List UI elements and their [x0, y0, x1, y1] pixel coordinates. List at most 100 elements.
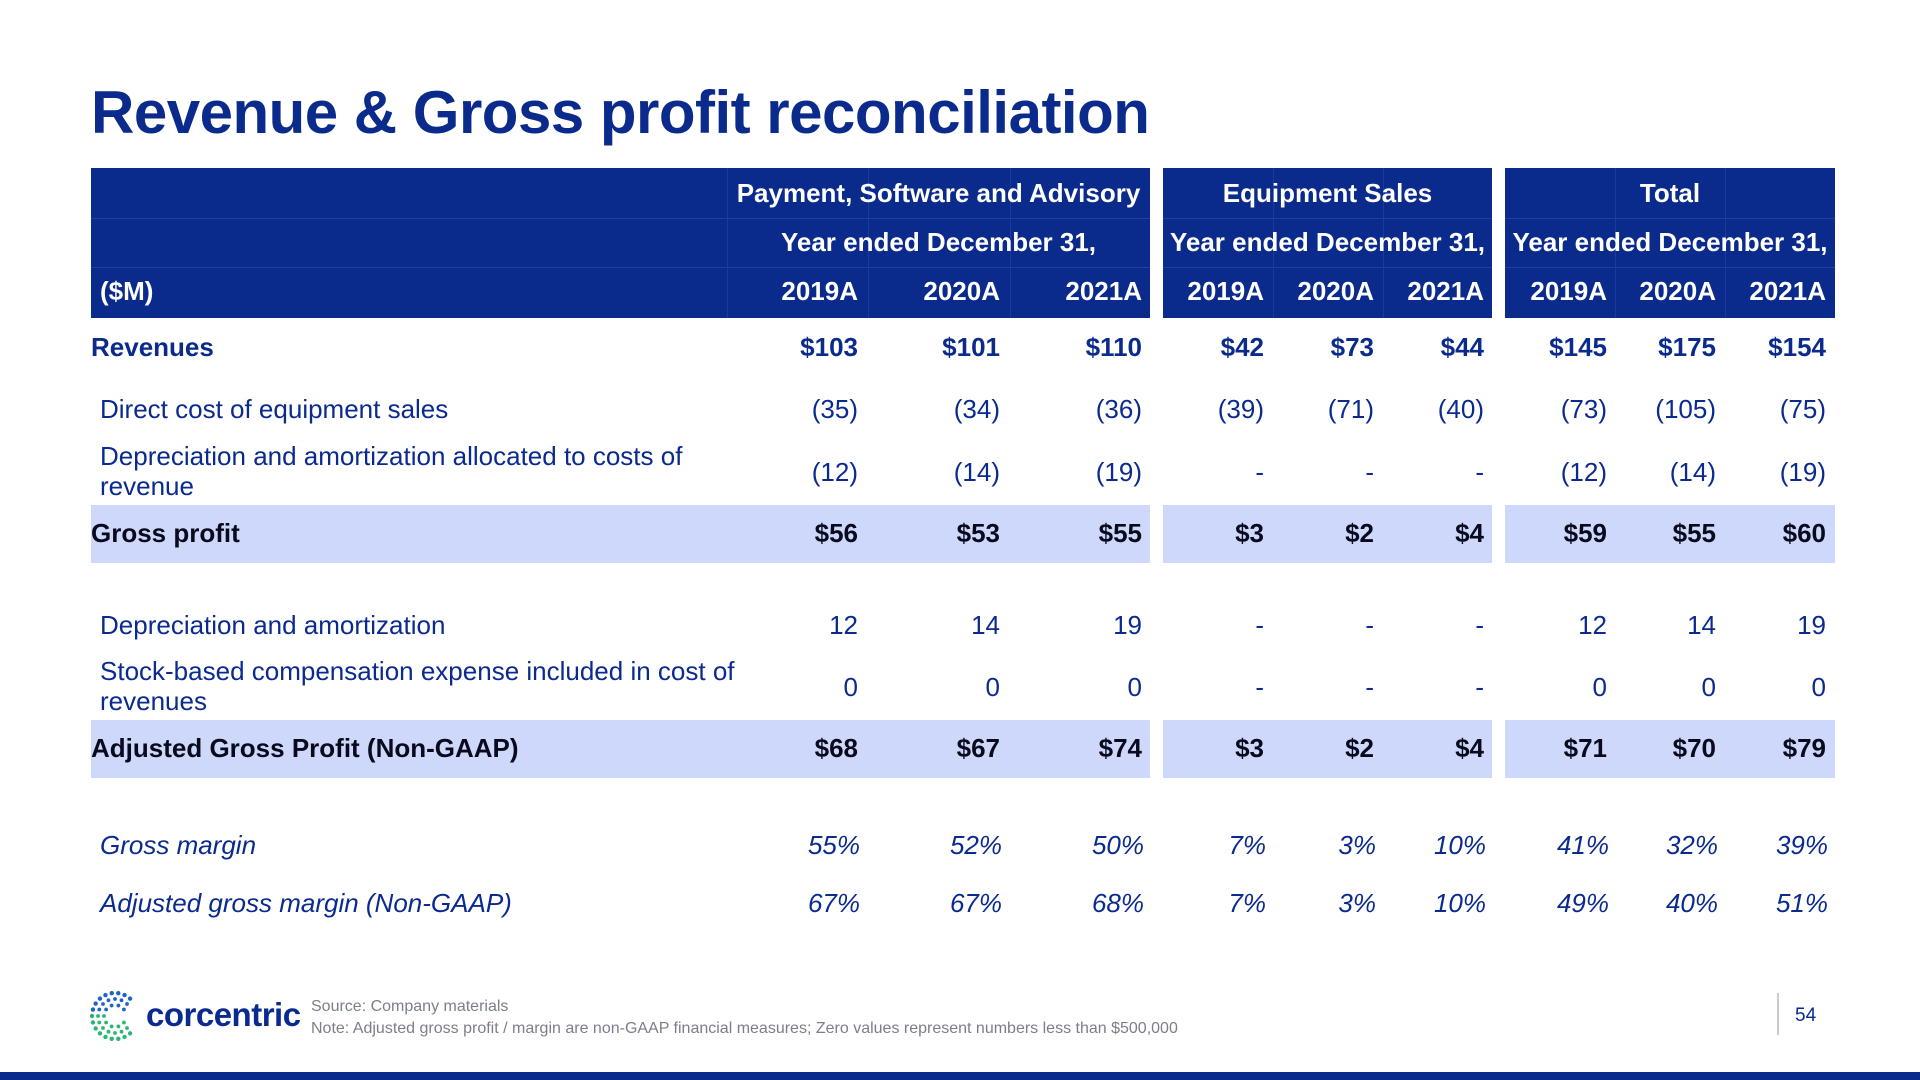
table-cell: $73: [1330, 332, 1374, 362]
table-cell: $55: [1672, 518, 1716, 548]
column-year: 2021A: [1065, 276, 1142, 306]
table-cell: -: [1365, 610, 1374, 640]
table-cell: $2: [1345, 733, 1374, 763]
table-cell: $175: [1658, 332, 1716, 362]
table-cell: 10%: [1433, 888, 1486, 918]
table-cell: $3: [1235, 518, 1264, 548]
table-cell: $60: [1782, 518, 1826, 548]
table-cell: $154: [1768, 332, 1826, 362]
table-cell: 14: [1687, 610, 1716, 640]
table-cell: -: [1475, 610, 1484, 640]
table-cell: 19: [1797, 610, 1826, 640]
table-cell: -: [1255, 457, 1264, 487]
column-year: 2019A: [781, 276, 858, 306]
page-title: Revenue & Gross profit reconciliation: [91, 79, 1150, 146]
table-cell: 55%: [807, 830, 860, 860]
table-cell: $3: [1235, 733, 1264, 763]
highlight-row-band: [1163, 505, 1492, 563]
table-cell: 0: [1701, 672, 1716, 702]
row-label: Stock-based compensation expense include…: [100, 656, 735, 716]
table-cell: 40%: [1665, 888, 1718, 918]
table-cell: $74: [1098, 733, 1142, 763]
highlight-row-band: [91, 505, 1150, 563]
table-cell: -: [1365, 672, 1374, 702]
table-cell: $55: [1098, 518, 1142, 548]
table-cell: 0: [843, 672, 858, 702]
header-divider: [1505, 267, 1835, 268]
source-note: Source: Company materials: [311, 998, 509, 1015]
table-cell: (14): [953, 457, 1000, 487]
table-cell: 67%: [949, 888, 1002, 918]
column-year: 2021A: [1407, 276, 1484, 306]
table-cell: 39%: [1775, 830, 1828, 860]
units-label: ($M): [100, 276, 154, 306]
table-cell: (36): [1095, 394, 1142, 424]
row-label: Gross margin: [100, 830, 257, 860]
group-subtitle: Year ended December 31,: [1169, 227, 1486, 257]
table-cell: 0: [985, 672, 1000, 702]
table-cell: $70: [1672, 733, 1716, 763]
table-cell: 12: [829, 610, 858, 640]
table-cell: (39): [1217, 394, 1264, 424]
row-label: Adjusted Gross Profit (Non-GAAP): [91, 733, 519, 763]
table-cell: (12): [811, 457, 858, 487]
table-cell: 68%: [1091, 888, 1144, 918]
table-cell: (73): [1560, 394, 1607, 424]
bottom-brand-bar: [0, 1072, 1920, 1080]
header-column-separator: [1615, 168, 1616, 318]
header-band-1: [91, 168, 1150, 318]
table-cell: (105): [1655, 394, 1716, 424]
table-cell: -: [1475, 457, 1484, 487]
header-band-3: [1505, 168, 1835, 318]
table-cell: 0: [1811, 672, 1826, 702]
table-cell: $53: [956, 518, 1000, 548]
table-cell: (14): [1669, 457, 1716, 487]
row-label: Adjusted gross margin (Non-GAAP): [100, 888, 512, 918]
row-label: Direct cost of equipment sales: [100, 394, 449, 424]
table-cell: 10%: [1433, 830, 1486, 860]
table-cell: (19): [1779, 457, 1826, 487]
column-year: 2020A: [923, 276, 1000, 306]
table-cell: 51%: [1775, 888, 1828, 918]
column-year: 2019A: [1187, 276, 1264, 306]
highlight-row-band: [1505, 505, 1835, 563]
table-cell: $71: [1563, 733, 1607, 763]
group-subtitle: Year ended December 31,: [780, 227, 1097, 257]
table-cell: 7%: [1228, 830, 1266, 860]
header-divider: [1163, 267, 1492, 268]
header-column-separator: [1010, 168, 1011, 318]
table-cell: -: [1475, 672, 1484, 702]
table-cell: $110: [1085, 332, 1142, 362]
table-cell: $2: [1345, 518, 1374, 548]
header-column-separator: [1725, 168, 1726, 318]
row-label: Depreciation and amortization: [100, 610, 446, 640]
table-cell: $59: [1563, 518, 1607, 548]
table-cell: 3%: [1338, 830, 1376, 860]
table-cell: $145: [1549, 332, 1607, 362]
column-year: 2019A: [1530, 276, 1607, 306]
table-cell: 0: [1592, 672, 1607, 702]
row-label: Revenues: [91, 332, 214, 362]
table-cell: (75): [1779, 394, 1826, 424]
column-year: 2021A: [1749, 276, 1826, 306]
highlight-row-band: [1163, 720, 1492, 778]
table-cell: $56: [814, 518, 858, 548]
header-divider: [91, 267, 1150, 268]
table-cell: 14: [971, 610, 1000, 640]
table-cell: -: [1255, 672, 1264, 702]
table-cell: (71): [1327, 394, 1374, 424]
table-cell: -: [1365, 457, 1374, 487]
table-cell: 19: [1113, 610, 1142, 640]
header-column-separator: [727, 168, 728, 318]
header-divider: [1505, 218, 1835, 219]
table-cell: -: [1255, 610, 1264, 640]
corcentric-logo-icon: [90, 991, 133, 1041]
table-cell: 3%: [1338, 888, 1376, 918]
table-cell: $4: [1455, 518, 1484, 548]
table-cell: $44: [1440, 332, 1484, 362]
table-cell: (12): [1560, 457, 1607, 487]
header-band-2: [1163, 168, 1492, 318]
row-label: Depreciation and amortization allocated …: [100, 441, 683, 501]
row-label: Gross profit: [91, 518, 240, 548]
table-cell: $103: [800, 332, 858, 362]
